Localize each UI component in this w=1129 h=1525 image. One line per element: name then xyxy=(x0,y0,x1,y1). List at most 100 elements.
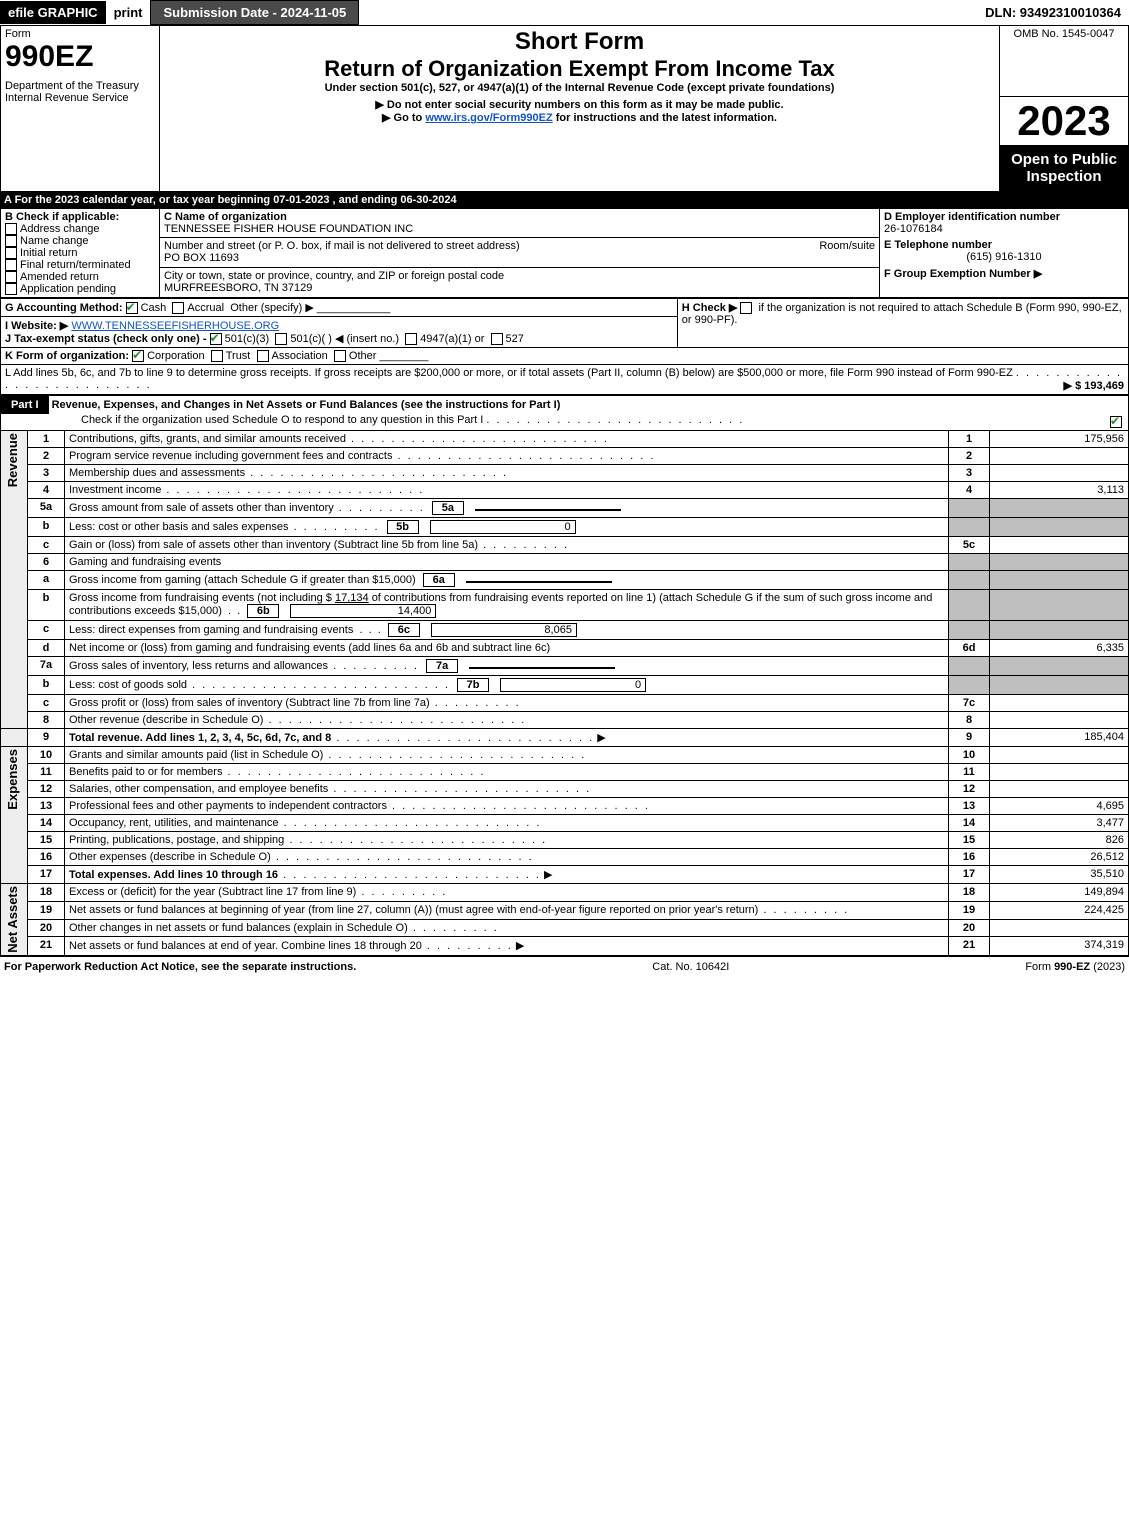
row-6-val-shaded xyxy=(990,554,1129,571)
row-7b-text: Less: cost of goods sold xyxy=(69,679,187,691)
form-ref: Form 990-EZ (2023) xyxy=(1025,961,1125,973)
efile-badge: efile GRAPHIC xyxy=(0,1,106,24)
k-other-check[interactable] xyxy=(334,350,346,362)
goto-line: ▶ Go to www.irs.gov/Form990EZ for instru… xyxy=(164,111,995,124)
row-5b-text: Less: cost or other basis and sales expe… xyxy=(69,521,289,533)
row-6b-num: b xyxy=(28,590,65,621)
j-527-check[interactable] xyxy=(491,333,503,345)
revenue-vlabel: Revenue xyxy=(5,433,20,487)
row-5c-val xyxy=(990,537,1129,554)
row-13-box: 13 xyxy=(949,798,990,815)
l-text: L Add lines 5b, 6c, and 7b to line 9 to … xyxy=(5,367,1013,379)
row-17-val: 35,510 xyxy=(990,866,1129,884)
row-13-text: Professional fees and other payments to … xyxy=(69,800,387,812)
row-12-box: 12 xyxy=(949,781,990,798)
row-5a-ibox: 5a xyxy=(432,501,464,515)
k-corp-label: Corporation xyxy=(147,350,204,362)
g-label: G Accounting Method: xyxy=(5,302,123,314)
row-16-text: Other expenses (describe in Schedule O) xyxy=(69,851,271,863)
row-10-num: 10 xyxy=(28,747,65,764)
k-other-label: Other xyxy=(349,350,377,362)
j-4947-check[interactable] xyxy=(405,333,417,345)
row-6b-ibox: 6b xyxy=(247,604,279,618)
return-title: Return of Organization Exempt From Incom… xyxy=(164,56,995,82)
j-527-label: 527 xyxy=(506,333,524,345)
form-number: 990EZ xyxy=(5,40,155,74)
row-12-num: 12 xyxy=(28,781,65,798)
row-18-num: 18 xyxy=(28,884,65,902)
k-label: K Form of organization: xyxy=(5,350,129,362)
k-trust-check[interactable] xyxy=(211,350,223,362)
row-13-val: 4,695 xyxy=(990,798,1129,815)
row-19-val: 224,425 xyxy=(990,902,1129,920)
h-check[interactable] xyxy=(740,302,752,314)
row-6b-amount: 17,134 xyxy=(335,592,369,604)
g-accrual-label: Accrual xyxy=(187,302,224,314)
i-label: I Website: ▶ xyxy=(5,320,68,332)
j-501c3-label: 501(c)(3) xyxy=(225,333,270,345)
row-1-val: 175,956 xyxy=(990,431,1129,448)
row-11-val xyxy=(990,764,1129,781)
subtitle: Under section 501(c), 527, or 4947(a)(1)… xyxy=(164,82,995,94)
row-10-text: Grants and similar amounts paid (list in… xyxy=(69,749,323,761)
g-cash-check[interactable] xyxy=(126,302,138,314)
row-12-val xyxy=(990,781,1129,798)
row-7a-box-shaded xyxy=(949,657,990,676)
row-6b-box-shaded xyxy=(949,590,990,621)
row-16-num: 16 xyxy=(28,849,65,866)
row-3-val xyxy=(990,465,1129,482)
row-3-text: Membership dues and assessments xyxy=(69,467,245,479)
g-accrual-check[interactable] xyxy=(172,302,184,314)
row-17-text: Total expenses. Add lines 10 through 16 xyxy=(69,869,278,881)
row-9-box: 9 xyxy=(949,729,990,747)
row-7a-num: 7a xyxy=(28,657,65,676)
row-7c-val xyxy=(990,695,1129,712)
row-7a-val-shaded xyxy=(990,657,1129,676)
row-6a-box-shaded xyxy=(949,571,990,590)
k-assoc-check[interactable] xyxy=(257,350,269,362)
row-18-val: 149,894 xyxy=(990,884,1129,902)
cat-number: Cat. No. 10642I xyxy=(356,961,1025,973)
b-application-pending[interactable]: Application pending xyxy=(5,283,155,295)
row-6-text: Gaming and fundraising events xyxy=(69,556,221,568)
b-final-return[interactable]: Final return/terminated xyxy=(5,259,155,271)
row-5a-box-shaded xyxy=(949,499,990,518)
d-label: D Employer identification number xyxy=(884,211,1124,223)
row-5a-val-shaded xyxy=(990,499,1129,518)
row-7b-ival: 0 xyxy=(500,678,646,692)
row-7b-box-shaded xyxy=(949,676,990,695)
k-assoc-label: Association xyxy=(272,350,328,362)
row-6b-text1: Gross income from fundraising events (no… xyxy=(69,592,335,604)
row-5c-num: c xyxy=(28,537,65,554)
row-10-val xyxy=(990,747,1129,764)
row-7b-num: b xyxy=(28,676,65,695)
irs-link[interactable]: www.irs.gov/Form990EZ xyxy=(425,112,552,124)
row-6d-num: d xyxy=(28,640,65,657)
row-7a-text: Gross sales of inventory, less returns a… xyxy=(69,660,328,672)
row-9-num: 9 xyxy=(28,729,65,747)
row-5b-ival: 0 xyxy=(430,520,576,534)
j-501c-check[interactable] xyxy=(275,333,287,345)
k-corp-check[interactable] xyxy=(132,350,144,362)
b-initial-return[interactable]: Initial return xyxy=(5,247,155,259)
part1-table: Part I Revenue, Expenses, and Changes in… xyxy=(0,395,1129,956)
b-name-change[interactable]: Name change xyxy=(5,235,155,247)
row-1-box: 1 xyxy=(949,431,990,448)
row-6a-text: Gross income from gaming (attach Schedul… xyxy=(69,574,416,586)
b-amended-return[interactable]: Amended return xyxy=(5,271,155,283)
f-label: F Group Exemption Number ▶ xyxy=(884,267,1124,280)
b-address-change[interactable]: Address change xyxy=(5,223,155,235)
row-6d-box: 6d xyxy=(949,640,990,657)
row-5b-ibox: 5b xyxy=(387,520,419,534)
row-6a-ival xyxy=(466,581,612,583)
part1-check-text: Check if the organization used Schedule … xyxy=(1,414,483,426)
goto-pre: ▶ Go to xyxy=(382,112,425,124)
row-5a-text: Gross amount from sale of assets other t… xyxy=(69,502,334,514)
row-5b-val-shaded xyxy=(990,518,1129,537)
website-link[interactable]: WWW.TENNESSEEFISHERHOUSE.ORG xyxy=(71,320,279,332)
part1-schedule-o-check[interactable] xyxy=(1110,416,1122,428)
row-6c-box-shaded xyxy=(949,621,990,640)
tax-year: 2023 xyxy=(1000,97,1128,145)
j-501c3-check[interactable] xyxy=(210,333,222,345)
print-label[interactable]: print xyxy=(106,1,151,24)
